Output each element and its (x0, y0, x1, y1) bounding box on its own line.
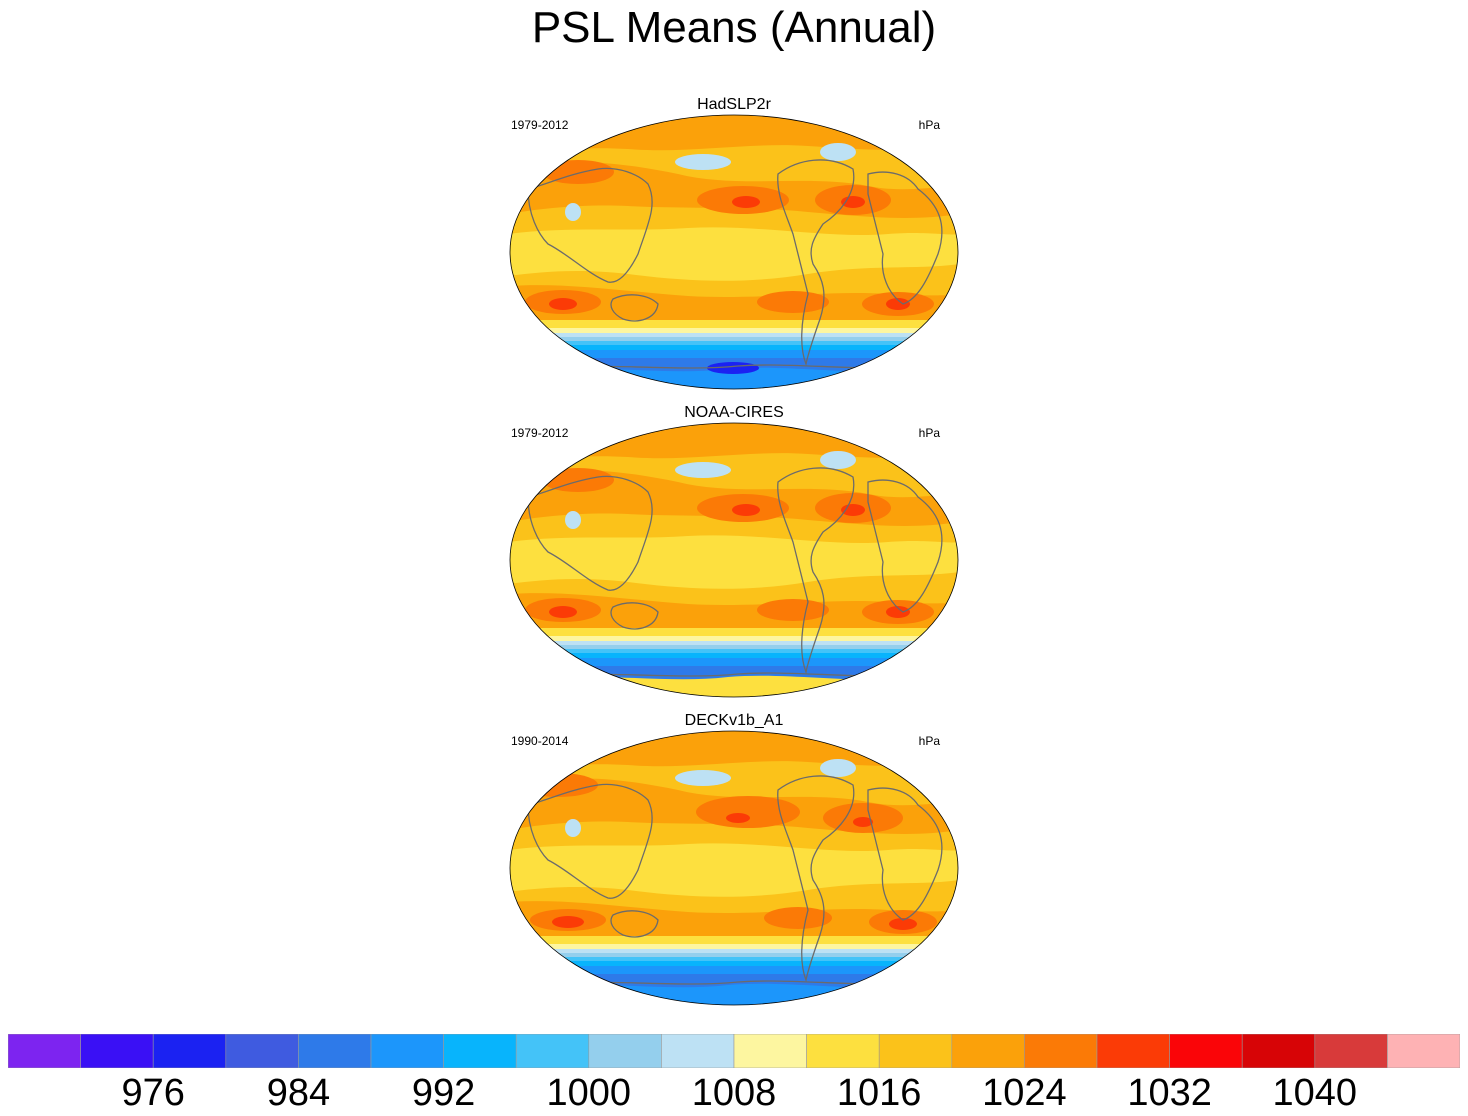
map-outline (509, 422, 959, 698)
colorbar-swatch (1314, 1034, 1388, 1068)
map-outline (509, 730, 959, 1006)
colorbar-swatch (661, 1034, 735, 1068)
pressure-high-core (886, 606, 910, 618)
pressure-high-core (726, 813, 750, 823)
colorbar-swatch (1024, 1034, 1098, 1068)
coastline (610, 602, 659, 630)
coastline (527, 475, 653, 591)
coastline (867, 479, 943, 613)
psl-map (509, 730, 959, 1006)
pressure-band (510, 593, 958, 628)
panel-units: hPa (918, 426, 940, 440)
pressure-high-core (886, 298, 910, 310)
coastline (527, 167, 653, 283)
pressure-band (510, 983, 958, 1005)
pressure-band (510, 843, 958, 897)
coastline (777, 159, 855, 367)
pressure-high-core (841, 196, 865, 208)
coastline (777, 467, 855, 675)
colorbar-tick-label: 1000 (546, 1072, 632, 1114)
colorbar-tick-label: 1032 (1127, 1072, 1212, 1114)
colorbar-swatch (1387, 1034, 1460, 1068)
pressure-low (820, 451, 856, 469)
colorbar-swatch (806, 1034, 880, 1068)
pressure-high-core (732, 504, 760, 516)
colorbar-tick-label: 1008 (691, 1072, 777, 1114)
colorbar-tick-label: 1016 (836, 1072, 922, 1114)
pressure-band (510, 901, 958, 936)
pressure-band (510, 227, 958, 281)
colorbar-swatch (515, 1034, 590, 1068)
pressure-band (510, 285, 958, 320)
pressure-low (675, 154, 731, 170)
pressure-high-core (549, 606, 577, 618)
pressure-low (565, 203, 581, 221)
panel-units: hPa (918, 118, 940, 132)
pressure-low (675, 462, 731, 478)
pressure-low (565, 819, 581, 837)
pressure-high (764, 907, 832, 929)
colorbar-swatch (1169, 1034, 1243, 1068)
pressure-high (542, 160, 614, 184)
colorbar-tick-label: 984 (266, 1072, 331, 1114)
colorbar-swatch (878, 1034, 953, 1068)
panel-noaa-cires: NOAA-CIRES 1979-2012 hPa (508, 404, 960, 698)
colorbar-swatch (298, 1034, 372, 1068)
colorbar-swatch (80, 1034, 154, 1068)
coastline (777, 775, 855, 983)
colorbar (8, 1034, 1460, 1068)
colorbar-swatch (1096, 1034, 1170, 1068)
colorbar-swatch (8, 1034, 81, 1068)
coastline (610, 294, 659, 322)
pressure-high-core (552, 916, 584, 928)
pressure-low (820, 143, 856, 161)
colorbar-tick-label: 992 (411, 1072, 476, 1114)
panel-years: 1979-2012 (511, 426, 569, 440)
map-outline (509, 114, 959, 390)
pressure-low (820, 759, 856, 777)
colorbar-swatch (1241, 1034, 1316, 1068)
psl-map (509, 422, 959, 698)
panel-years: 1979-2012 (511, 118, 569, 132)
colorbar-swatch (443, 1034, 517, 1068)
pressure-high-core (889, 918, 917, 930)
panel-title: NOAA-CIRES (684, 404, 784, 421)
pressure-high (757, 291, 829, 313)
panel-hadslp2r: HadSLP2r 1979-2012 hPa (508, 96, 960, 390)
colorbar-swatch (225, 1034, 299, 1068)
coastline (867, 171, 943, 305)
colorbar-tick-label: 1024 (982, 1072, 1067, 1114)
pressure-band (510, 535, 958, 589)
pressure-high (542, 468, 614, 492)
panel-title: HadSLP2r (697, 96, 771, 113)
pressure-low (565, 511, 581, 529)
pressure-high-core (732, 196, 760, 208)
pressure-high (696, 796, 800, 828)
colorbar-swatch (733, 1034, 807, 1068)
pressure-high-core (549, 298, 577, 310)
panel-title: DECKv1b_A1 (684, 712, 784, 729)
coastline (527, 783, 653, 899)
coastline (610, 910, 659, 938)
pressure-high (518, 773, 598, 797)
pressure-high (757, 599, 829, 621)
colorbar-swatch (951, 1034, 1025, 1068)
pressure-low (675, 770, 731, 786)
pressure-high-core (853, 817, 873, 827)
pressure-high-core (841, 504, 865, 516)
colorbar-tick-label: 976 (121, 1072, 185, 1114)
psl-map (509, 114, 959, 390)
figure-title: PSL Means (Annual) (531, 3, 937, 52)
colorbar-swatch (370, 1034, 444, 1068)
colorbar-swatch (152, 1034, 227, 1068)
colorbar-swatch (588, 1034, 662, 1068)
coastline (867, 787, 943, 921)
panel-deckv1b-a1: DECKv1b_A1 1990-2014 hPa (508, 712, 960, 1006)
panel-years: 1990-2014 (511, 734, 569, 748)
colorbar-labels: 976 984 992 1000 1008 1016 1024 1032 1040 (0, 1070, 1468, 1116)
colorbar-tick-label: 1040 (1272, 1072, 1358, 1114)
panel-units: hPa (918, 734, 940, 748)
pressure-band (510, 675, 958, 697)
